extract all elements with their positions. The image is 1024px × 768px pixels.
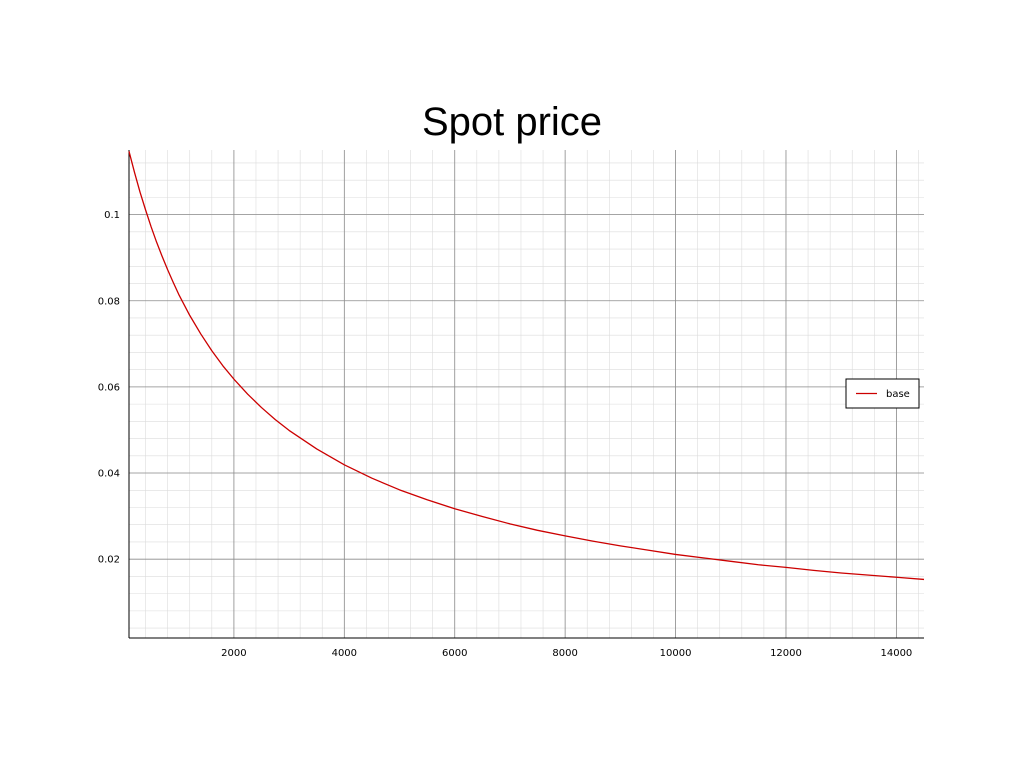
y-tick-label: 0.08 — [98, 296, 120, 307]
legend-box — [845, 378, 920, 409]
x-tick-label: 6000 — [442, 648, 467, 659]
x-tick-label: 2000 — [221, 648, 246, 659]
x-tick-label: 10000 — [660, 648, 692, 659]
x-tick-label: 4000 — [332, 648, 357, 659]
legend-label: base — [886, 389, 910, 400]
y-tick-label: 0.04 — [98, 469, 120, 480]
chart-title: Spot price — [421, 100, 603, 144]
y-tick-label: 0.06 — [98, 382, 120, 393]
x-tick-label: 12000 — [770, 648, 802, 659]
series-line-base — [128, 151, 925, 581]
y-tick-label: 0.02 — [98, 555, 120, 566]
x-tick-label: 8000 — [552, 648, 577, 659]
x-tick-label: 14000 — [880, 648, 912, 659]
y-tick-label: 0.1 — [104, 210, 120, 221]
